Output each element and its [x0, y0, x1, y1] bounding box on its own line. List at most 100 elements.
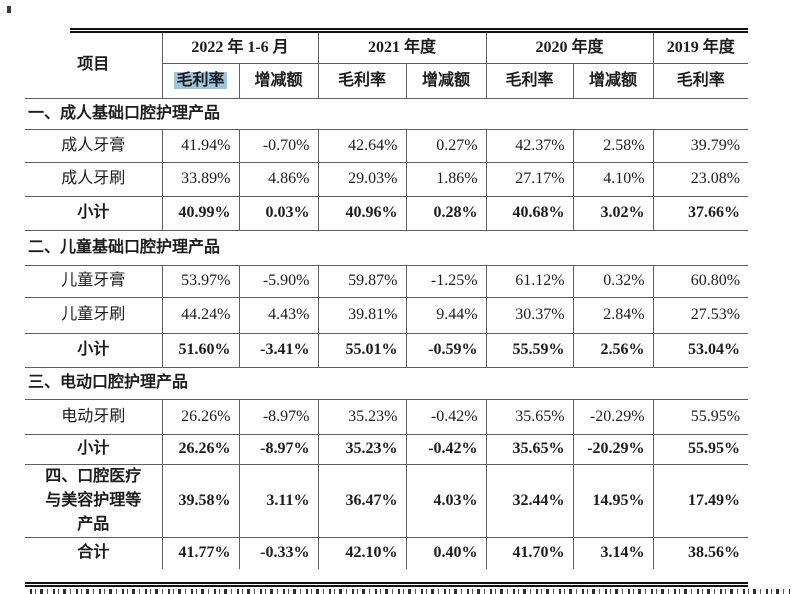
subheader-cell: 毛利率 [485, 62, 574, 99]
value-cell: 39.81% [317, 296, 407, 334]
row-label: 儿童牙刷 [25, 296, 163, 334]
section-row: 二、儿童基础口腔护理产品 [25, 229, 749, 266]
subheader-cell: 增减额 [572, 62, 654, 99]
value-cell: 59.87% [317, 264, 407, 298]
subheader-cell: 毛利率 [652, 62, 749, 99]
value-cell: 55.95% [652, 433, 749, 465]
row-label: 成人牙膏 [25, 128, 163, 163]
gross-margin-table: 项目 2022 年 1-6 月 2021 年度 2020 年度 2019 年度 … [25, 33, 749, 569]
row-label: 四、口腔医疗与美容护理等产品 [25, 463, 163, 538]
value-cell: 40.99% [161, 195, 240, 231]
subheader-cell: 毛利率 [317, 62, 407, 99]
value-cell: 40.68% [485, 195, 574, 231]
value-cell: 44.24% [161, 296, 240, 334]
table-row: 电动牙刷 26.26% -8.97% 35.23% -0.42% 35.65% … [25, 398, 749, 435]
value-cell: 29.03% [317, 161, 407, 197]
year-header-cell: 2019 年度 [652, 33, 749, 64]
value-cell: 41.77% [161, 536, 240, 569]
value-cell: 37.66% [652, 195, 749, 231]
value-cell: -0.42% [405, 398, 487, 435]
row-label: 小计 [25, 433, 163, 465]
subtotal-row: 小计 40.99% 0.03% 40.96% 0.28% 40.68% 3.02… [25, 195, 749, 231]
value-cell: 35.23% [317, 398, 407, 435]
value-cell: -8.97% [238, 398, 319, 435]
value-cell: -1.25% [405, 264, 487, 298]
year-header-cell: 2020 年度 [485, 33, 654, 64]
row-label: 小计 [25, 195, 163, 231]
value-cell: 3.11% [238, 463, 319, 538]
value-cell: 2.56% [572, 332, 654, 368]
total-row: 合计 41.77% -0.33% 42.10% 0.40% 41.70% 3.1… [25, 536, 749, 569]
value-cell: 0.32% [572, 264, 654, 298]
clipped-footnote-strip [30, 589, 790, 594]
value-cell: 26.26% [161, 433, 240, 465]
value-cell: 39.58% [161, 463, 240, 538]
value-cell: 17.49% [652, 463, 749, 538]
subtotal-row: 小计 51.60% -3.41% 55.01% -0.59% 55.59% 2.… [25, 332, 749, 368]
value-cell: 42.64% [317, 128, 407, 163]
subheader-cell: 毛利率 [161, 62, 240, 99]
value-cell: 30.37% [485, 296, 574, 334]
value-cell: 40.96% [317, 195, 407, 231]
value-cell: 55.59% [485, 332, 574, 368]
value-cell: 0.03% [238, 195, 319, 231]
value-cell: 14.95% [572, 463, 654, 538]
value-cell: 0.28% [405, 195, 487, 231]
value-cell: 35.23% [317, 433, 407, 465]
table-row: 儿童牙刷 44.24% 4.43% 39.81% 9.44% 30.37% 2.… [25, 296, 749, 334]
value-cell: 3.02% [572, 195, 654, 231]
value-cell: -20.29% [572, 398, 654, 435]
corner-header-cell: 项目 [25, 33, 163, 99]
value-cell: 35.65% [485, 398, 574, 435]
value-cell: 51.60% [161, 332, 240, 368]
row-label-text: 四、口腔医疗与美容护理等产品 [45, 467, 142, 533]
value-cell: -3.41% [238, 332, 319, 368]
value-cell: 4.86% [238, 161, 319, 197]
table-row: 成人牙刷 33.89% 4.86% 29.03% 1.86% 27.17% 4.… [25, 161, 749, 197]
value-cell: 26.26% [161, 398, 240, 435]
row-label: 成人牙刷 [25, 161, 163, 197]
value-cell: 61.12% [485, 264, 574, 298]
row-label: 合计 [25, 536, 163, 569]
section-label: 一、成人基础口腔护理产品 [25, 97, 749, 130]
value-cell: 53.04% [652, 332, 749, 368]
subheader-cell: 增减额 [238, 62, 319, 99]
table-row: 成人牙膏 41.94% -0.70% 42.64% 0.27% 42.37% 2… [25, 128, 749, 163]
subheader-cell: 增减额 [405, 62, 487, 99]
section-row: 三、电动口腔护理产品 [25, 366, 749, 400]
value-cell: 23.08% [652, 161, 749, 197]
table-top-double-border [70, 28, 748, 33]
category-four-row: 四、口腔医疗与美容护理等产品 39.58% 3.11% 36.47% 4.03%… [25, 463, 749, 538]
value-cell: 0.40% [405, 536, 487, 569]
row-label: 小计 [25, 332, 163, 368]
value-cell: -5.90% [238, 264, 319, 298]
year-header-row: 项目 2022 年 1-6 月 2021 年度 2020 年度 2019 年度 [25, 33, 749, 99]
artifact-speck [7, 6, 11, 13]
value-cell: 41.70% [485, 536, 574, 569]
table-bottom-double-border [25, 582, 748, 587]
section-row: 一、成人基础口腔护理产品 [25, 97, 749, 130]
value-cell: 1.86% [405, 161, 487, 197]
table-row: 儿童牙膏 53.97% -5.90% 59.87% -1.25% 61.12% … [25, 264, 749, 298]
value-cell: 35.65% [485, 433, 574, 465]
value-cell: 41.94% [161, 128, 240, 163]
value-cell: -0.42% [405, 433, 487, 465]
value-cell: -0.59% [405, 332, 487, 368]
value-cell: 55.95% [652, 398, 749, 435]
value-cell: 42.10% [317, 536, 407, 569]
value-cell: 3.14% [572, 536, 654, 569]
value-cell: 32.44% [485, 463, 574, 538]
subtotal-row: 小计 26.26% -8.97% 35.23% -0.42% 35.65% -2… [25, 433, 749, 465]
year-header-cell: 2022 年 1-6 月 [161, 33, 319, 64]
row-label: 电动牙刷 [25, 398, 163, 435]
value-cell: -0.70% [238, 128, 319, 163]
value-cell: 2.58% [572, 128, 654, 163]
value-cell: 4.10% [572, 161, 654, 197]
value-cell: 38.56% [652, 536, 749, 569]
value-cell: 4.43% [238, 296, 319, 334]
row-label: 儿童牙膏 [25, 264, 163, 298]
value-cell: 9.44% [405, 296, 487, 334]
value-cell: 53.97% [161, 264, 240, 298]
value-cell: -8.97% [238, 433, 319, 465]
section-label: 二、儿童基础口腔护理产品 [25, 229, 749, 266]
